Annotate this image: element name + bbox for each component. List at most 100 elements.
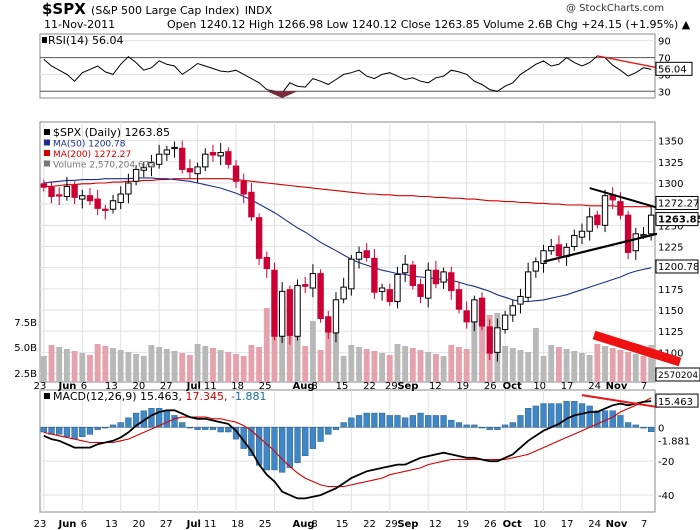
price-frame [39,121,656,383]
volume-bar [202,346,209,382]
volume-bar [586,355,593,382]
legend-ma50: MA(50) 1200.78 [53,140,126,150]
candle-body [394,273,401,303]
trendline-upper [589,187,658,209]
macd-hist-bar [179,422,186,428]
candle-body [617,201,624,216]
x-tick-label-price: 18 [231,381,244,392]
candle-body [540,250,547,264]
candle-body [171,146,178,150]
macd-hist-bar [317,427,324,442]
volume-bar [87,355,93,382]
macd-hist-bar [432,415,440,428]
volume-bar [333,314,339,382]
macd-hist-bar [648,427,655,432]
macd-hist-bar [86,427,94,435]
volume-bar [463,349,470,382]
candle-body [448,272,455,292]
macd-label-part: 15.463, [137,390,182,403]
macd-hist-bar [348,417,355,428]
price-value-label: 1263.85 [658,215,700,226]
macd-value-box [655,393,699,408]
volume-bar [394,344,401,382]
macd-hist-bar [640,427,647,429]
macd-hist-bar [102,427,109,429]
macd-hist-bar [563,400,570,428]
legend-ma200: MA(200) 1272.27 [53,150,131,160]
candle-body [148,162,155,168]
candle-body [401,263,409,274]
macd-hist-bar [117,422,124,428]
volume-bar [440,356,447,382]
volume-bar [140,356,147,382]
x-tick-label-price: 25 [259,381,272,392]
rsi-panel: 90 70 50 30 56.04 RSI(14) 56.04 [39,33,693,99]
macd-hist-bar [225,427,232,433]
volume-bar [71,351,78,382]
price-value-label: 1200.78 [658,262,699,273]
candle-body [432,269,440,285]
candle-body [509,305,516,316]
volume-bar [471,313,478,382]
volume-bar [479,324,485,382]
x-tick-label-macd: 25 [259,519,272,530]
candle-body [125,182,132,195]
legend-marker [44,129,50,135]
volume-bar [240,356,247,382]
price-tick-label: 1300 [658,179,683,190]
volume-bar [402,346,409,382]
macd-hist-bar [355,415,363,428]
macd-value-label: 15.463 [658,397,693,408]
x-tick-label-macd: 27 [160,519,173,530]
macd-hist-bar [286,427,293,468]
x-tick-label-price: 7 [641,381,647,392]
macd-legend-marker [44,393,50,399]
volume-bar [409,348,416,382]
macd-hist-bar [617,415,624,428]
candle-body [532,261,540,272]
x-tick-label-price: 6 [81,381,87,392]
volume-bar [617,350,624,382]
volume-bar [325,323,332,382]
price-tick-label: 1175 [658,285,683,296]
x-tick-label-price: 20 [132,381,145,392]
x-tick-label-price: 22 [363,381,376,392]
macd-hist-bar [209,427,217,430]
rsi-tick-label: 50 [658,70,671,81]
candle-body [294,284,301,337]
legend-volume: Volume 2,570,204,672 [53,161,155,171]
macd-hist-bar [363,412,370,428]
price-tick-label: 1350 [658,137,683,148]
volume-bar [233,354,239,382]
legend-marker [44,139,50,146]
x-tick-label-price: 15 [336,381,349,392]
volume-bar [432,354,439,382]
macd-hist-bar [601,410,609,428]
volume-bar [48,345,55,382]
volume-bar [340,356,347,382]
volume-bar [79,353,86,382]
macd-hist-bar [63,427,71,437]
macd-hist-bar [486,427,493,430]
candle-body [455,289,463,310]
candle-body [217,151,224,157]
macd-label-part: -1.881 [228,390,267,403]
x-tick-label-macd: Jun [57,519,76,530]
candle-body [417,284,424,297]
candle-body [255,217,263,259]
macd-hist-bar [532,405,539,428]
price-value-box [655,259,699,274]
candle-body [355,251,363,260]
macd-hist-bar [279,427,286,473]
x-tick-label-macd: Oct [503,519,522,530]
candle-body [155,153,163,165]
volume-bar [171,351,178,382]
candle-body [471,299,478,323]
macd-hist-bar [632,424,639,428]
candle-body [163,149,171,155]
volume-bar [248,345,255,382]
volume-bar [110,348,116,382]
candle-body [278,290,286,337]
candle-body [478,297,486,327]
